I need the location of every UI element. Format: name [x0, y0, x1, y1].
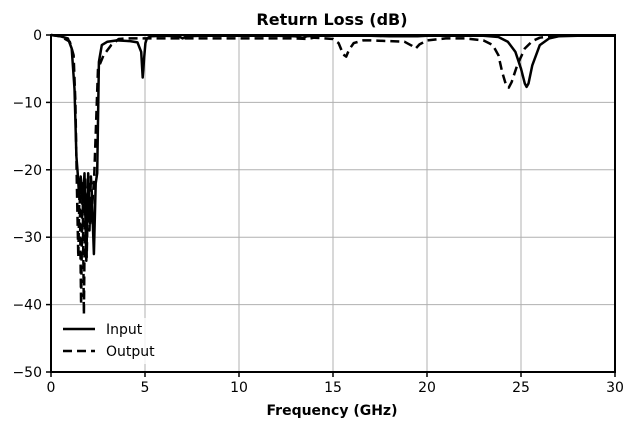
x-tick-label: 30: [606, 380, 624, 396]
chart-title: Return Loss (dB): [256, 10, 407, 29]
legend-label-output: Output: [106, 344, 155, 360]
x-tick-label: 5: [141, 380, 150, 396]
x-axis-ticks: 0 5 10 15 20 25 30: [47, 372, 624, 396]
y-tick-label: −10: [12, 95, 42, 111]
y-tick-label: −40: [12, 298, 42, 314]
x-tick-label: 20: [418, 380, 436, 396]
x-tick-label: 15: [324, 380, 342, 396]
x-tick-label: 25: [512, 380, 530, 396]
legend: Input Output: [58, 318, 170, 364]
x-tick-label: 10: [230, 380, 248, 396]
legend-box: [58, 318, 170, 364]
x-tick-label: 0: [47, 380, 56, 396]
y-axis-ticks: 0 −10 −20 −30 −40 −50: [12, 28, 51, 381]
x-axis-label: Frequency (GHz): [267, 403, 398, 419]
y-tick-label: −30: [12, 230, 42, 246]
y-tick-label: −20: [12, 163, 42, 179]
series-group: [50, 33, 615, 316]
y-tick-label: 0: [33, 28, 42, 44]
series-line-output: [50, 33, 615, 316]
y-tick-label: −50: [12, 365, 42, 381]
legend-label-input: Input: [106, 322, 143, 338]
